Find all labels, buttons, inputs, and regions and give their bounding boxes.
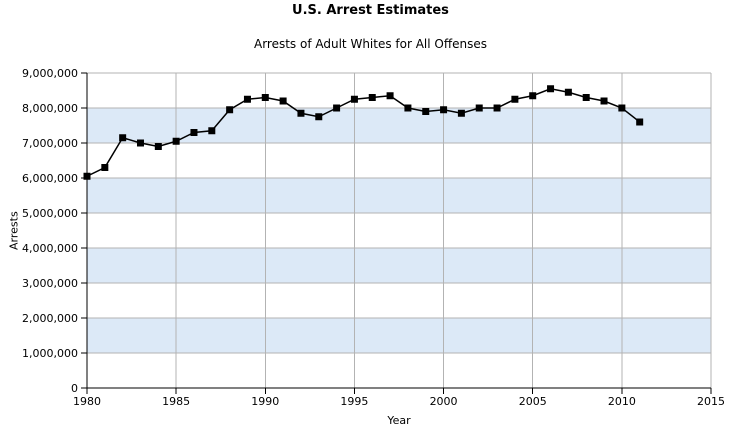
- chart-title: U.S. Arrest Estimates: [292, 3, 449, 18]
- data-point: [190, 129, 198, 136]
- plot-band: [87, 318, 711, 353]
- data-point: [333, 104, 341, 112]
- data-point: [511, 95, 519, 103]
- x-tick-label: 1995: [340, 395, 368, 408]
- data-point: [101, 164, 109, 171]
- y-tick-label: 8,000,000: [22, 102, 78, 115]
- data-point: [457, 109, 465, 117]
- data-point: [172, 137, 180, 145]
- chart-subtitle: Arrests of Adult Whites for All Offenses: [253, 37, 487, 51]
- y-tick-label: 2,000,000: [22, 312, 78, 325]
- data-point: [564, 88, 572, 96]
- x-tick-label: 1990: [251, 395, 279, 408]
- data-point: [208, 127, 216, 135]
- data-point: [368, 94, 376, 101]
- x-tick-label: 2000: [430, 395, 458, 408]
- data-point: [279, 97, 287, 105]
- x-tick-label: 2015: [697, 395, 725, 408]
- y-tick-label: 7,000,000: [22, 137, 78, 150]
- y-tick-label: 6,000,000: [22, 172, 78, 185]
- data-point: [386, 92, 394, 100]
- y-tick-label: 3,000,000: [22, 277, 78, 290]
- x-tick-label: 1985: [162, 395, 190, 408]
- data-point: [475, 104, 483, 112]
- data-point: [493, 104, 501, 112]
- data-point: [297, 109, 305, 117]
- plot-band: [87, 248, 711, 283]
- data-point: [243, 95, 251, 103]
- data-point: [404, 104, 412, 112]
- data-point: [315, 113, 323, 121]
- data-point: [582, 94, 590, 101]
- data-point: [618, 104, 626, 112]
- x-axis-title: Year: [387, 414, 411, 427]
- x-tick-label: 2010: [608, 395, 636, 408]
- y-tick-label: 5,000,000: [22, 207, 78, 220]
- data-point: [119, 134, 127, 142]
- data-point: [600, 97, 608, 105]
- x-tick-label: 2005: [519, 395, 547, 408]
- data-point: [547, 85, 555, 93]
- y-tick-label: 0: [71, 382, 78, 395]
- data-point: [261, 94, 269, 101]
- data-point: [226, 106, 234, 114]
- data-point: [154, 143, 162, 150]
- y-tick-label: 4,000,000: [22, 242, 78, 255]
- data-point: [422, 108, 430, 115]
- y-tick-label: 9,000,000: [22, 67, 78, 80]
- plot-band: [87, 178, 711, 213]
- data-point: [636, 118, 644, 126]
- plot-band: [87, 108, 711, 143]
- data-point: [350, 95, 358, 103]
- y-tick-label: 1,000,000: [22, 347, 78, 360]
- data-point: [136, 139, 144, 147]
- data-point: [529, 92, 537, 100]
- data-point: [440, 106, 448, 114]
- y-axis-title: Arrests: [7, 211, 21, 250]
- x-tick-label: 1980: [73, 395, 101, 408]
